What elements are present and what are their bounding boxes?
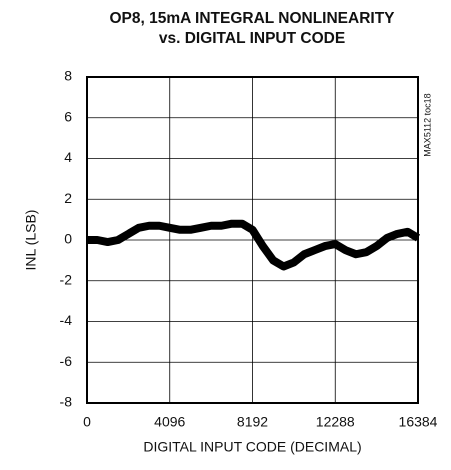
y-tick-label: -6 [60, 353, 73, 369]
x-tick-label: 8192 [237, 414, 268, 430]
y-tick-label: 8 [64, 68, 72, 84]
x-tick-label: 0 [83, 414, 91, 430]
data-line [87, 219, 421, 271]
y-tick-label: 2 [64, 190, 72, 206]
y-tick-label: 4 [64, 149, 72, 165]
y-axis-label: INL (LSB) [23, 210, 39, 271]
annotation: MAX5112 toc18 [422, 93, 432, 156]
x-tick-label: 16384 [399, 414, 438, 430]
y-tick-label: -8 [60, 394, 73, 410]
x-tick-label: 4096 [154, 414, 185, 430]
y-tick-label: 6 [64, 108, 72, 124]
y-tick-label: 0 [64, 231, 72, 247]
y-tick-label: -4 [60, 312, 73, 328]
x-axis-label: DIGITAL INPUT CODE (DECIMAL) [143, 439, 361, 455]
y-tick-label: -2 [60, 271, 73, 287]
chart-title: OP8, 15mA INTEGRAL NONLINEARITY [109, 10, 395, 27]
chart-title: vs. DIGITAL INPUT CODE [159, 30, 345, 47]
x-tick-label: 12288 [316, 414, 355, 430]
